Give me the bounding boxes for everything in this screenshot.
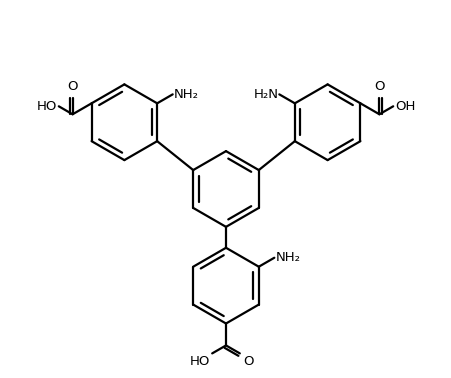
Text: HO: HO <box>189 355 210 369</box>
Text: OH: OH <box>394 100 414 113</box>
Text: HO: HO <box>37 100 57 113</box>
Text: O: O <box>373 81 384 93</box>
Text: NH₂: NH₂ <box>173 88 198 101</box>
Text: O: O <box>67 81 78 93</box>
Text: NH₂: NH₂ <box>275 251 299 264</box>
Text: O: O <box>242 355 253 369</box>
Text: H₂N: H₂N <box>253 88 278 101</box>
